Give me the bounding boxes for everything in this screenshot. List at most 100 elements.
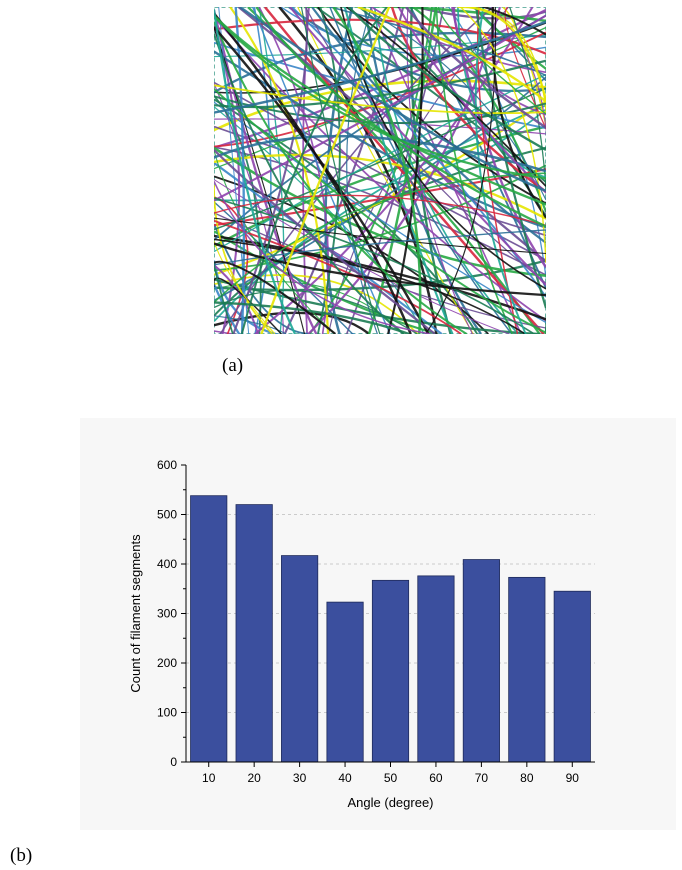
y-tick-label: 100 xyxy=(157,706,177,720)
y-tick-label: 300 xyxy=(157,607,177,621)
y-tick-label: 400 xyxy=(157,557,177,571)
filament-line xyxy=(240,7,388,334)
filament-line xyxy=(214,212,546,329)
x-tick-label: 40 xyxy=(338,771,352,785)
filament-line xyxy=(345,7,546,187)
filament-line xyxy=(289,7,546,286)
filament-line xyxy=(214,21,468,334)
filament-line xyxy=(214,264,260,334)
filament-line xyxy=(258,7,330,334)
filament-line xyxy=(214,134,546,173)
x-axis-label: Angle (degree) xyxy=(348,795,434,810)
x-tick-label: 20 xyxy=(247,771,261,785)
filament-line xyxy=(255,7,546,228)
x-axis-ticks: 10 20 30 40 50 60 70 80 90 xyxy=(202,762,579,785)
filament-line xyxy=(214,164,546,272)
filament-line xyxy=(307,7,501,334)
filament-line xyxy=(214,185,273,334)
y-tick-label: 600 xyxy=(157,458,177,472)
filament-line xyxy=(330,7,546,77)
filament-line xyxy=(340,7,546,290)
caption-a: (a) xyxy=(222,355,244,376)
filament-line xyxy=(406,7,474,334)
filament-line xyxy=(425,7,497,334)
bar-90 xyxy=(553,590,591,763)
filament-line xyxy=(214,35,234,334)
x-tick-label: 90 xyxy=(566,771,580,785)
filament-line xyxy=(357,7,546,103)
filament-line xyxy=(491,7,546,219)
y-axis-ticks: 0 100 200 300 400 500 600 xyxy=(157,458,186,769)
filament-line xyxy=(457,7,546,101)
filament-line xyxy=(252,7,391,334)
filament-line xyxy=(214,180,431,334)
filament-line xyxy=(214,16,546,322)
x-tick-label: 50 xyxy=(384,771,398,785)
filament-line xyxy=(214,12,412,334)
bar-10 xyxy=(190,495,228,763)
bar-60 xyxy=(417,575,455,763)
chart-bars xyxy=(190,495,591,763)
filament-line xyxy=(300,7,381,334)
filament-line xyxy=(260,7,391,334)
filament-line xyxy=(348,7,546,152)
filament-line xyxy=(214,9,297,334)
filament-line xyxy=(214,197,535,334)
filament-line xyxy=(214,149,436,334)
x-tick-label: 10 xyxy=(202,771,216,785)
bar-70 xyxy=(462,559,500,763)
filament-line xyxy=(476,7,519,334)
filament-line xyxy=(214,84,546,115)
x-tick-label: 30 xyxy=(293,771,307,785)
y-axis-label: Count of filament segments xyxy=(128,534,143,693)
filament-line xyxy=(475,7,546,309)
filament-line xyxy=(214,219,462,334)
filament-line xyxy=(214,238,526,334)
filament-line xyxy=(214,242,546,297)
x-tick-label: 70 xyxy=(475,771,489,785)
filament-line xyxy=(360,7,546,201)
filament-line xyxy=(214,260,355,334)
filament-line xyxy=(405,7,546,129)
filament-line xyxy=(387,7,424,334)
filament-line xyxy=(229,7,330,334)
filament-line xyxy=(214,20,546,114)
filament-line xyxy=(291,7,546,298)
caption-b: (b) xyxy=(10,845,33,866)
filament-line xyxy=(214,289,418,334)
filament-line xyxy=(214,15,546,206)
filament-line xyxy=(317,7,546,205)
filament-line xyxy=(214,200,276,334)
x-tick-label: 60 xyxy=(429,771,443,785)
filament-line xyxy=(239,7,546,193)
filament-network-image xyxy=(214,7,546,334)
x-tick-label: 80 xyxy=(520,771,534,785)
bar-30 xyxy=(281,555,319,763)
filament-line xyxy=(214,172,546,303)
filament-line xyxy=(214,179,510,334)
filament-line xyxy=(214,14,546,202)
filament-line xyxy=(460,7,546,263)
y-tick-label: 0 xyxy=(170,755,177,769)
filament-line xyxy=(509,7,546,334)
filament-line xyxy=(214,15,546,180)
filament-line xyxy=(214,217,546,255)
filament-line xyxy=(214,153,546,220)
filament-line xyxy=(397,7,546,194)
bar-80 xyxy=(508,576,546,763)
y-tick-label: 200 xyxy=(157,656,177,670)
filament-line xyxy=(214,31,546,148)
filament-angle-bar-chart: 0 100 200 300 400 500 600 10 20 30 40 50 60 70 80 90 A… xyxy=(128,458,595,810)
filament-line xyxy=(214,284,250,334)
filament-line xyxy=(214,88,546,334)
filament-line xyxy=(297,7,474,334)
filament-line xyxy=(214,26,430,334)
filament-line xyxy=(214,301,410,334)
filament-line xyxy=(214,101,546,324)
filament-line xyxy=(234,7,246,334)
bar-40 xyxy=(326,601,364,763)
bar-50 xyxy=(371,579,410,763)
y-tick-label: 500 xyxy=(157,508,177,522)
filament-line xyxy=(397,7,546,36)
filament-line xyxy=(214,315,287,334)
